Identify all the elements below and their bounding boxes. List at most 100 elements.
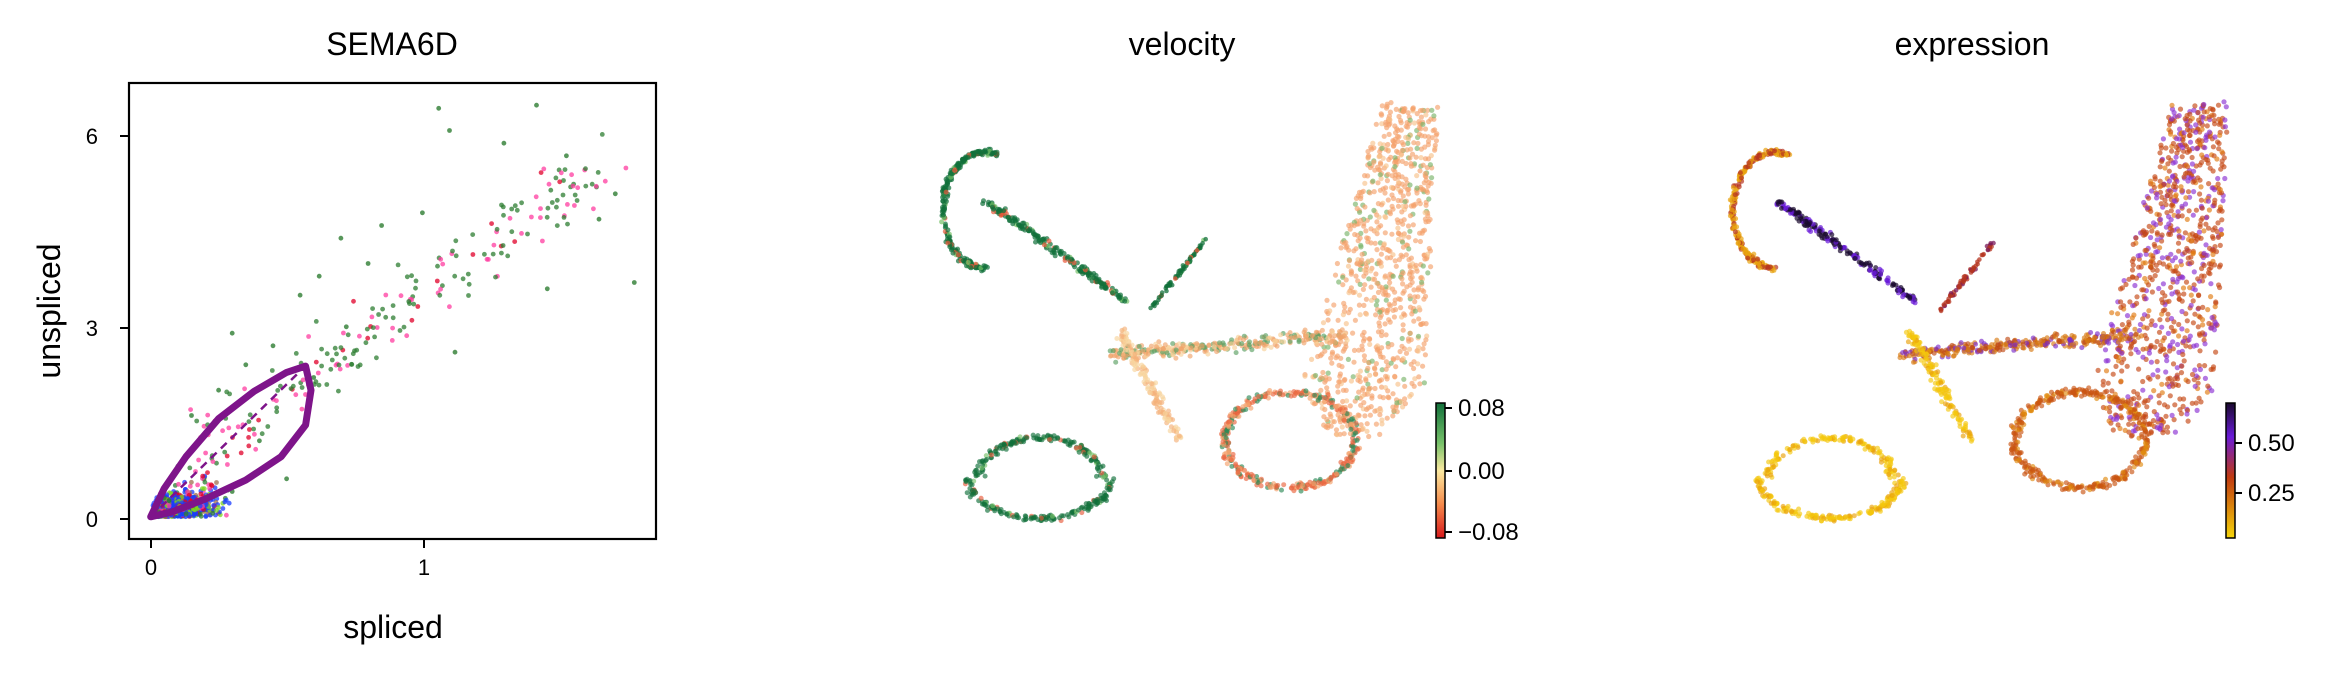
phase-point <box>257 438 262 444</box>
cell-point <box>1348 426 1354 432</box>
cell-point <box>2131 312 2137 318</box>
cell-point <box>2212 304 2218 310</box>
cell-point <box>1345 463 1351 469</box>
cell-point <box>1366 386 1372 392</box>
cell-point <box>1421 180 1427 186</box>
phase-point <box>324 351 330 357</box>
cell-point <box>1317 395 1323 401</box>
cell-point <box>1346 258 1353 264</box>
phase-point <box>238 450 244 456</box>
cell-point <box>1096 462 1102 467</box>
cell-point <box>1149 381 1155 387</box>
steady-state-line <box>149 370 302 518</box>
cell-point <box>2106 418 2112 424</box>
cell-point <box>2180 351 2186 358</box>
cell-point <box>1357 281 1363 287</box>
cell-point <box>1390 273 1396 279</box>
cell-point <box>2182 116 2188 122</box>
cell-point <box>2209 388 2215 394</box>
cell-point <box>1435 104 1441 110</box>
cell-point <box>2160 300 2166 306</box>
phase-point <box>246 435 252 440</box>
phase-point <box>546 181 552 187</box>
cell-point <box>2137 321 2143 328</box>
cell-point <box>1342 304 1348 310</box>
cell-point <box>1415 333 1422 339</box>
cell-point <box>1341 417 1347 423</box>
cell-point <box>1402 383 1408 389</box>
cell-point <box>2166 178 2172 184</box>
cell-point <box>2213 349 2219 355</box>
phase-point <box>166 498 172 503</box>
phase-point <box>534 102 539 108</box>
cell-point <box>2207 165 2213 171</box>
cell-point <box>2103 405 2109 411</box>
cell-point <box>1387 280 1393 286</box>
phase-trajectory-curve <box>147 362 315 521</box>
cell-point <box>1418 114 1424 120</box>
cell-point <box>2222 117 2228 123</box>
phase-point <box>612 191 618 197</box>
cell-point <box>2140 346 2146 352</box>
cell-point <box>971 153 977 159</box>
cell-point <box>2196 292 2202 298</box>
cell-point <box>1404 284 1410 290</box>
cell-point <box>2175 376 2181 382</box>
cell-point <box>2191 343 2197 349</box>
cell-point <box>1388 184 1395 191</box>
cell-point <box>1414 173 1420 179</box>
cell-point <box>2194 407 2200 413</box>
cell-point <box>1045 432 1051 438</box>
cell-point <box>1173 347 1179 353</box>
cell-point <box>1412 376 1418 382</box>
phase-point <box>415 304 421 309</box>
cell-point <box>1067 443 1073 448</box>
cell-point <box>2180 285 2187 291</box>
cell-point <box>2183 162 2189 168</box>
cell-point <box>2159 232 2165 238</box>
cell-point <box>2114 414 2120 420</box>
cell-point <box>1420 121 1426 127</box>
cell-point <box>2123 281 2129 288</box>
cell-point <box>1431 113 1437 119</box>
cell-point <box>1385 141 1391 148</box>
cell-point <box>1211 344 1217 350</box>
cell-point <box>1407 304 1414 310</box>
cell-point <box>2160 281 2166 287</box>
cell-point <box>1407 117 1413 123</box>
cell-point <box>2152 273 2158 279</box>
cell-point <box>1303 333 1309 339</box>
cell-point <box>1389 342 1395 348</box>
cell-point <box>2100 378 2106 384</box>
cell-point <box>2154 359 2160 365</box>
cell-point <box>2109 388 2115 394</box>
phase-point <box>306 334 311 339</box>
cell-point <box>1377 394 1383 400</box>
cell-point <box>2134 391 2141 397</box>
cell-point <box>1299 390 1305 396</box>
cell-point <box>2209 315 2215 321</box>
cell-point <box>1377 431 1383 437</box>
cell-point <box>1313 329 1319 335</box>
cell-point <box>1004 511 1010 517</box>
cell-point <box>1405 223 1412 229</box>
cell-point <box>1347 306 1353 312</box>
cell-point <box>2115 311 2121 317</box>
cell-point <box>2161 335 2167 341</box>
cell-point <box>1409 279 1415 285</box>
cell-point <box>2165 155 2172 161</box>
cell-point <box>1296 337 1302 343</box>
cell-point <box>2144 336 2150 342</box>
cell-point <box>2169 258 2176 264</box>
phase-point <box>198 513 204 519</box>
cell-point <box>1423 202 1429 208</box>
cell-point <box>1324 385 1330 391</box>
cell-point <box>1378 161 1384 167</box>
cell-point <box>1379 103 1385 109</box>
cell-point <box>1251 478 1257 484</box>
cell-point <box>2110 371 2116 377</box>
phase-point <box>324 382 330 387</box>
cell-point <box>2222 175 2228 182</box>
cell-point <box>1357 209 1363 215</box>
cell-point <box>1343 387 1349 393</box>
